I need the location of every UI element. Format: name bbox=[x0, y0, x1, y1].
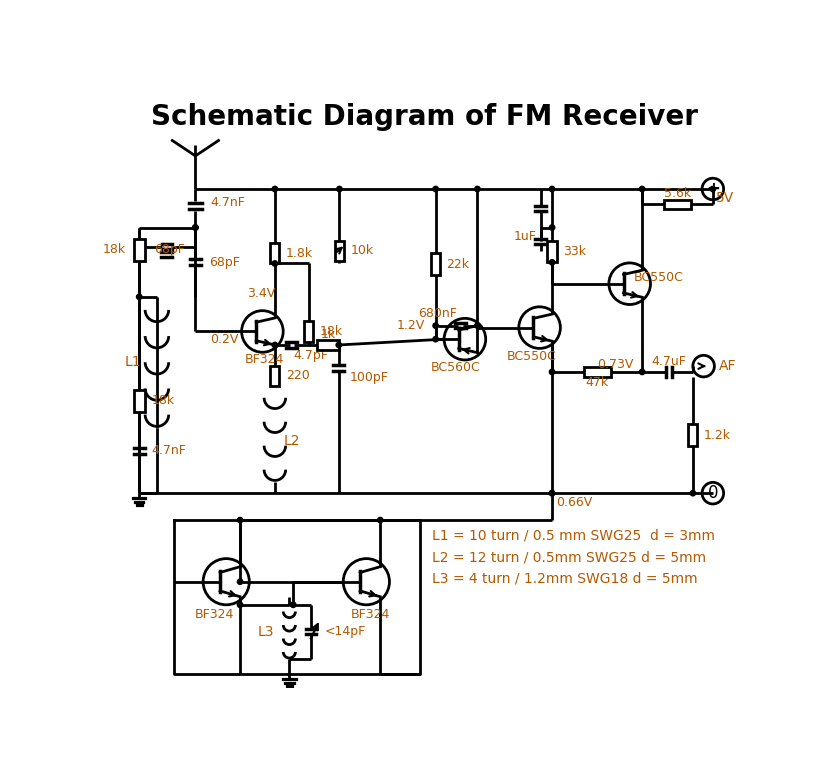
Text: 1.2V: 1.2V bbox=[396, 318, 424, 332]
Circle shape bbox=[474, 186, 479, 192]
Circle shape bbox=[549, 490, 554, 495]
Bar bbox=[270, 366, 279, 386]
Bar bbox=[133, 239, 144, 261]
Text: L2: L2 bbox=[283, 434, 301, 448]
Bar bbox=[133, 390, 144, 411]
Circle shape bbox=[136, 294, 142, 299]
Bar bbox=[304, 321, 313, 342]
Text: BC560C: BC560C bbox=[430, 361, 480, 374]
Circle shape bbox=[272, 342, 277, 348]
Text: AF: AF bbox=[718, 359, 735, 373]
Text: 68pF: 68pF bbox=[209, 256, 240, 269]
Circle shape bbox=[237, 517, 242, 523]
Text: 4.7uF: 4.7uF bbox=[651, 355, 686, 368]
Circle shape bbox=[549, 225, 554, 230]
Text: 22k: 22k bbox=[446, 257, 468, 271]
Bar bbox=[663, 199, 690, 209]
Circle shape bbox=[709, 186, 715, 192]
Text: L1 = 10 turn / 0.5 mm SWG25  d = 3mm: L1 = 10 turn / 0.5 mm SWG25 d = 3mm bbox=[432, 529, 714, 543]
Circle shape bbox=[290, 602, 296, 608]
Text: 0: 0 bbox=[707, 484, 717, 502]
Circle shape bbox=[432, 323, 438, 329]
Text: 1.2k: 1.2k bbox=[703, 428, 730, 441]
Text: Schematic Diagram of FM Receiver: Schematic Diagram of FM Receiver bbox=[151, 104, 697, 131]
Circle shape bbox=[377, 517, 382, 523]
Text: 5V: 5V bbox=[715, 191, 733, 206]
Text: L2 = 12 turn / 0.5mm SWG25 d = 5mm: L2 = 12 turn / 0.5mm SWG25 d = 5mm bbox=[432, 550, 705, 564]
Text: L3 = 4 turn / 1.2mm SWG18 d = 5mm: L3 = 4 turn / 1.2mm SWG18 d = 5mm bbox=[432, 571, 697, 586]
Text: 0.66V: 0.66V bbox=[555, 496, 591, 509]
Circle shape bbox=[549, 186, 554, 192]
Circle shape bbox=[639, 369, 644, 375]
Bar bbox=[687, 424, 697, 446]
Text: 4.7nF: 4.7nF bbox=[210, 196, 246, 209]
Circle shape bbox=[272, 186, 277, 192]
Bar bbox=[547, 240, 556, 262]
Text: 220: 220 bbox=[286, 369, 310, 383]
Circle shape bbox=[336, 342, 341, 348]
Text: 4.7pF: 4.7pF bbox=[293, 349, 328, 363]
Text: BC550C: BC550C bbox=[506, 349, 556, 363]
Text: 3.4V: 3.4V bbox=[247, 288, 274, 300]
Text: 4.7nF: 4.7nF bbox=[152, 444, 186, 458]
Bar bbox=[317, 340, 338, 349]
Text: L3: L3 bbox=[257, 625, 274, 638]
Circle shape bbox=[272, 261, 277, 266]
Circle shape bbox=[192, 225, 198, 230]
Text: 1uF: 1uF bbox=[514, 230, 536, 243]
Circle shape bbox=[639, 186, 644, 192]
Text: L1: L1 bbox=[124, 356, 142, 369]
Circle shape bbox=[337, 186, 342, 192]
Text: 1k: 1k bbox=[320, 328, 335, 341]
Circle shape bbox=[549, 490, 554, 495]
Circle shape bbox=[690, 490, 695, 495]
Circle shape bbox=[549, 369, 554, 375]
Circle shape bbox=[474, 323, 479, 329]
Bar bbox=[334, 240, 344, 261]
Text: 18k: 18k bbox=[102, 243, 125, 257]
Text: 0.2V: 0.2V bbox=[210, 332, 238, 346]
Bar bbox=[270, 243, 279, 264]
Text: 1.8k: 1.8k bbox=[285, 247, 312, 260]
Text: 33k: 33k bbox=[562, 245, 585, 258]
Text: 18k: 18k bbox=[152, 394, 174, 407]
Circle shape bbox=[432, 336, 438, 342]
Text: 0.73V: 0.73V bbox=[596, 358, 632, 371]
Text: 47k: 47k bbox=[585, 376, 608, 389]
Circle shape bbox=[432, 186, 438, 192]
Text: 68pF: 68pF bbox=[155, 243, 185, 256]
Text: 10k: 10k bbox=[350, 244, 373, 257]
Text: 680nF: 680nF bbox=[417, 307, 456, 320]
Text: BF324: BF324 bbox=[350, 608, 389, 621]
Bar bbox=[431, 254, 440, 275]
Text: BF324: BF324 bbox=[195, 608, 234, 621]
Circle shape bbox=[237, 602, 242, 608]
Text: 100pF: 100pF bbox=[349, 371, 388, 384]
Text: BC550C: BC550C bbox=[633, 271, 682, 284]
Text: +: + bbox=[705, 180, 719, 198]
Circle shape bbox=[192, 225, 198, 230]
Bar bbox=[583, 367, 610, 376]
Text: <14pF: <14pF bbox=[324, 625, 365, 638]
Text: BF324: BF324 bbox=[245, 353, 284, 366]
Circle shape bbox=[237, 579, 242, 584]
Text: 5.6k: 5.6k bbox=[663, 187, 690, 200]
Circle shape bbox=[549, 260, 554, 265]
Text: 18k: 18k bbox=[319, 325, 342, 338]
